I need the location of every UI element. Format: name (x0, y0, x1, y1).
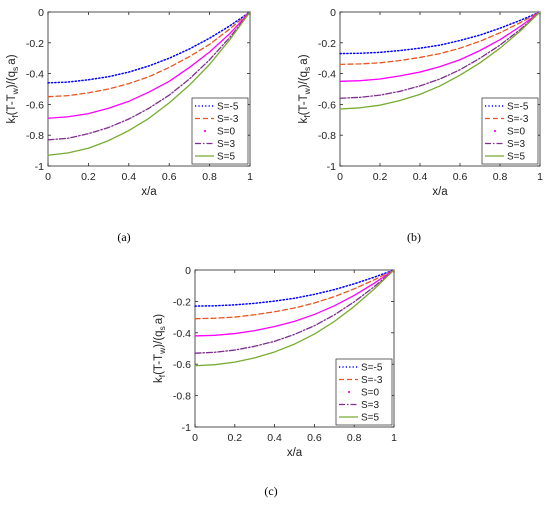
legend-label: S=3 (507, 139, 526, 150)
legend-label: S=-3 (507, 114, 529, 125)
series-line (47, 11, 251, 119)
x-tick-label: 0.4 (413, 171, 428, 183)
panel-caption: (b) (407, 230, 421, 244)
x-tick-label: 0.4 (121, 171, 136, 183)
legend-label: S=5 (507, 152, 526, 163)
legend-swatch (203, 129, 207, 133)
x-tick-label: 0.2 (227, 432, 242, 444)
x-tick-label: 0.8 (347, 432, 362, 444)
legend-label: S=-5 (217, 102, 239, 113)
legend-box (481, 97, 539, 165)
series-line (194, 269, 395, 307)
legend: S=-5S=-3 S=0S=3 S=5 (481, 97, 539, 165)
x-tick-label: 0.2 (373, 171, 388, 183)
x-tick-label: 0 (192, 432, 198, 444)
panel-caption: (c) (264, 484, 277, 498)
series-line (339, 11, 541, 110)
legend-label: S=-3 (217, 114, 239, 125)
series-line (339, 11, 541, 66)
y-tick-label: 0 (38, 7, 44, 19)
legend-label: S=-3 (361, 375, 383, 386)
x-tick-label: 1 (247, 171, 253, 183)
y-tick-label: -0.2 (318, 38, 336, 50)
y-axis-label: kf(T-Tw)/(qsa) (6, 54, 20, 123)
series-line (339, 11, 541, 82)
y-tick-label: -0.8 (26, 130, 44, 142)
series-line (194, 269, 395, 367)
legend-label: S=-5 (507, 102, 529, 113)
legend-label: S=0 (361, 388, 380, 399)
y-tick-label: -1 (327, 161, 336, 173)
x-axis-label: x/a (432, 186, 448, 198)
series-line (194, 269, 395, 320)
y-axis-label: kf(T-Tw)/(qsa) (153, 314, 167, 383)
x-tick-label: 0.2 (81, 171, 96, 183)
y-tick-label: -0.4 (173, 328, 191, 340)
y-tick-label: 0 (330, 7, 336, 19)
x-tick-label: 0.8 (493, 171, 508, 183)
chart-panel: 0 0.2 0.4 0.6 0.8 1 0 -0.2 -0.4 -0.6 -0.8 -1 x/a kf(T… (153, 265, 397, 498)
legend-swatch (347, 390, 351, 394)
legend-label: S=0 (507, 127, 526, 138)
x-tick-label: 0 (337, 171, 343, 183)
x-tick-label: 0.4 (267, 432, 282, 444)
x-tick-label: 0.6 (307, 432, 322, 444)
series-line (47, 11, 251, 84)
legend-label: S=3 (361, 400, 380, 411)
x-tick-label: 1 (537, 171, 543, 183)
legend-label: S=5 (217, 152, 236, 163)
y-tick-label: -0.4 (318, 69, 336, 81)
chart-panel: 0 0.2 0.4 0.6 0.8 1 0 -0.2 -0.4 -0.6 -0.8 -1 x/a kf(T… (6, 7, 253, 244)
legend-label: S=-5 (361, 363, 383, 374)
x-tick-label: 1 (391, 432, 397, 444)
y-tick-label: -0.6 (173, 359, 191, 371)
y-tick-label: -0.2 (26, 38, 44, 50)
x-tick-label: 0 (45, 171, 51, 183)
y-tick-label: -0.8 (318, 130, 336, 142)
series-line (47, 11, 251, 156)
y-axis-label: kf(T-Tw)/(qsa) (298, 54, 312, 123)
series-line (194, 269, 395, 337)
y-tick-label: -1 (35, 161, 44, 173)
chart-panel: 0 0.2 0.4 0.6 0.8 1 0 -0.2 -0.4 -0.6 -0.8 -1 x/a kf(T… (298, 7, 543, 244)
panel-caption: (a) (117, 230, 130, 244)
x-tick-label: 0.8 (202, 171, 217, 183)
plot-area-frame (339, 11, 541, 167)
legend-label: S=3 (217, 139, 236, 150)
y-tick-label: -1 (182, 422, 191, 434)
legend-swatch (493, 129, 497, 133)
series-line (194, 269, 395, 354)
y-tick-label: -0.8 (173, 391, 191, 403)
legend: S=-5S=-3 S=0S=3 S=5 (335, 358, 393, 426)
y-tick-label: 0 (185, 265, 191, 277)
series-line (47, 11, 251, 141)
x-axis-label: x/a (287, 447, 303, 459)
y-tick-label: -0.6 (26, 99, 44, 111)
legend-box (335, 358, 393, 426)
x-tick-label: 0.6 (162, 171, 177, 183)
y-tick-label: -0.2 (173, 296, 191, 308)
series-line (47, 11, 251, 98)
y-tick-label: -0.6 (318, 99, 336, 111)
legend-label: S=0 (217, 127, 236, 138)
plot-area-frame (47, 11, 251, 167)
plot-area-frame (194, 269, 395, 428)
series-line (339, 11, 541, 55)
x-axis-label: x/a (141, 186, 157, 198)
y-tick-label: -0.4 (26, 69, 44, 81)
legend: S=-5S=-3 S=0S=3 S=5 (191, 97, 249, 165)
x-tick-label: 0.6 (453, 171, 468, 183)
legend-label: S=5 (361, 413, 380, 424)
legend-box (191, 97, 249, 165)
